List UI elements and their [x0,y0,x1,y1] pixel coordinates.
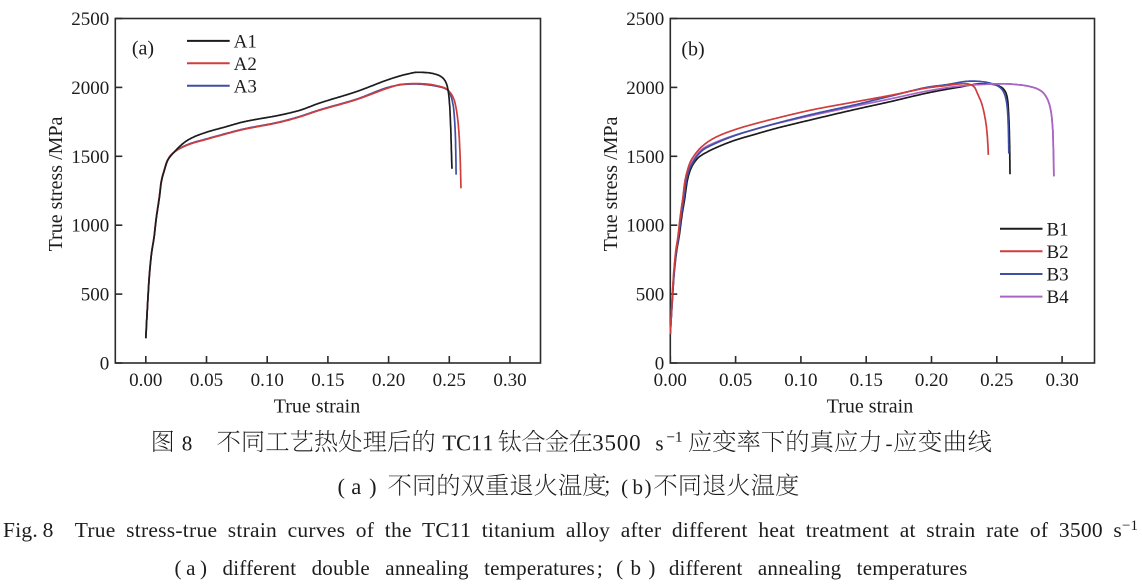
svg-text:0.30: 0.30 [1045,370,1078,391]
svg-text:2500: 2500 [71,9,109,30]
svg-text:2000: 2000 [71,78,109,99]
svg-text:0.00: 0.00 [654,370,687,391]
svg-text:0.10: 0.10 [251,370,284,391]
svg-text:True stress /MPa: True stress /MPa [600,116,622,251]
svg-text:0.10: 0.10 [784,370,817,391]
svg-text:A2: A2 [234,54,257,75]
svg-text:B2: B2 [1047,242,1069,263]
svg-text:500: 500 [636,285,665,306]
svg-text:0.05: 0.05 [190,370,223,391]
svg-text:(b): (b) [681,39,704,61]
svg-text:1500: 1500 [626,147,664,168]
svg-text:True stress /MPa: True stress /MPa [45,116,67,251]
svg-text:0: 0 [655,354,665,375]
svg-text:1000: 1000 [626,216,664,237]
svg-text:2000: 2000 [626,78,664,99]
svg-text:1000: 1000 [71,216,109,237]
svg-text:0.05: 0.05 [719,370,752,391]
svg-text:0: 0 [100,354,110,375]
svg-text:0.25: 0.25 [980,370,1013,391]
svg-text:B4: B4 [1047,287,1070,308]
svg-text:0.20: 0.20 [372,370,405,391]
svg-text:0.15: 0.15 [850,370,883,391]
svg-text:500: 500 [81,285,110,306]
svg-text:0.30: 0.30 [493,370,526,391]
svg-text:(a): (a) [132,38,154,60]
svg-text:True strain: True strain [274,396,360,418]
svg-text:1500: 1500 [71,147,109,168]
svg-text:2500: 2500 [626,9,664,30]
svg-text:A3: A3 [234,76,257,97]
svg-text:0.00: 0.00 [129,370,162,391]
svg-text:0.25: 0.25 [433,370,466,391]
svg-text:True strain: True strain [827,396,913,418]
svg-text:0.15: 0.15 [311,370,344,391]
svg-text:A1: A1 [234,32,257,53]
svg-text:B1: B1 [1047,219,1069,240]
svg-text:B3: B3 [1047,265,1069,286]
svg-text:0.20: 0.20 [915,370,948,391]
